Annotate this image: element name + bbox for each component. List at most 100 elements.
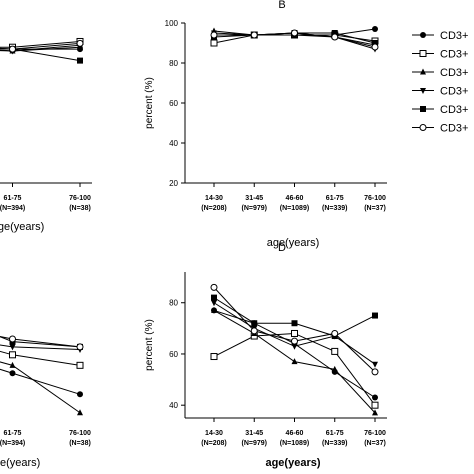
data-point (9, 361, 16, 368)
x-tick-count: (N=37) (364, 205, 386, 212)
legend-marker (419, 124, 427, 131)
y-axis-label: percent (%) (144, 319, 155, 371)
y-tick-label: 40 (169, 401, 178, 410)
legend-marker (420, 88, 426, 94)
data-point (291, 343, 298, 350)
data-point (211, 300, 217, 307)
x-tick-label: 61-75 (4, 195, 22, 202)
data-point (9, 370, 16, 377)
x-tick-count: (N=979) (242, 205, 267, 212)
y-axis-label: percent (%) (144, 77, 155, 129)
x-tick-count: (N=1089) (280, 440, 309, 447)
x-tick-label: 46-60 (286, 195, 304, 202)
legend-item: CD3+ (412, 49, 468, 61)
data-point (77, 391, 83, 398)
x-tick-count: (N=394) (0, 205, 25, 212)
data-point (291, 337, 298, 345)
x-tick-count: (N=339) (322, 205, 347, 212)
y-tick-label: 60 (169, 350, 178, 359)
data-point (291, 358, 298, 365)
x-tick-count: (N=1089) (280, 205, 309, 212)
legend-label: CD3+ (440, 86, 468, 98)
legend-marker (420, 68, 426, 75)
data-point (372, 40, 378, 46)
x-tick-count: (N=37) (364, 440, 386, 447)
x-axis-label: age(years) (0, 457, 40, 469)
data-point (9, 344, 16, 351)
data-point (331, 33, 339, 41)
data-point (211, 294, 217, 301)
data-point (211, 306, 217, 313)
data-point (210, 31, 218, 39)
data-point (371, 43, 379, 51)
data-point (9, 335, 16, 343)
x-tick-count: (N=394) (0, 440, 25, 447)
legend-marker (420, 32, 426, 38)
legend: CD3+ CD3+ CD3+ CD3+ CD3+ CD3+ (412, 30, 468, 135)
x-axis-label: age(years) (265, 457, 320, 469)
legend-label: CD3+ (440, 67, 468, 79)
chart-panel-0: 46-60(N=1638)61-75(N=394)76-100(N=38)age… (0, 37, 92, 233)
data-point (76, 39, 84, 47)
y-tick-label: 80 (169, 59, 178, 68)
data-point (331, 365, 338, 372)
legend-marker (419, 50, 427, 57)
data-point (76, 343, 84, 351)
legend-item: CD3+ (412, 67, 468, 79)
data-point (210, 283, 218, 291)
y-tick-label: 80 (169, 299, 178, 308)
x-tick-label: 76-100 (69, 195, 91, 202)
data-point (77, 57, 83, 64)
legend-item: CD3+ (412, 86, 468, 98)
data-point (371, 368, 379, 376)
data-point (291, 29, 298, 37)
data-point (250, 31, 258, 39)
x-tick-label: 76-100 (69, 430, 91, 437)
x-tick-label: 31-45 (245, 195, 263, 202)
legend-marker (420, 106, 426, 112)
x-tick-label: 61-75 (326, 195, 344, 202)
data-point (372, 361, 378, 368)
y-tick-label: 40 (169, 139, 178, 148)
data-point (9, 45, 16, 53)
legend-label: CD3+ (440, 49, 468, 61)
legend-item: CD3+ (412, 104, 468, 116)
y-tick-label: 60 (169, 99, 178, 108)
x-axis-label: age(years) (0, 221, 44, 233)
data-point (372, 26, 378, 32)
data-point (371, 401, 379, 409)
data-point (77, 409, 83, 416)
data-point (210, 39, 218, 47)
data-point (291, 329, 298, 337)
y-tick-label: 20 (169, 179, 178, 188)
x-axis-label: age(years) (267, 237, 320, 249)
x-tick-label: 61-75 (4, 430, 22, 437)
data-point (331, 347, 339, 355)
panel-letter: B (278, 0, 285, 11)
legend-label: CD3+ (440, 104, 468, 116)
legend-label: CD3+ (440, 30, 468, 42)
data-point (9, 351, 16, 359)
x-tick-count: (N=38) (69, 205, 91, 212)
x-tick-label: 76-100 (364, 430, 386, 437)
chart-panel-3: 40 60 80 14-30 (N=208) 31-45 (N=979) 46-60 (N=10… (144, 242, 387, 469)
data-point (372, 409, 378, 416)
chart-panel-2: 46-60(N=1638)61-75(N=394)76-100(N=38)age… (0, 335, 91, 469)
legend-item: CD3+ (412, 30, 468, 42)
data-point (372, 312, 378, 319)
x-tick-count: (N=339) (322, 440, 347, 447)
x-tick-label: 46-60 (286, 430, 304, 437)
x-tick-count: (N=979) (242, 440, 267, 447)
data-point (251, 320, 258, 327)
data-point (76, 361, 84, 369)
data-point (210, 353, 218, 361)
data-point (250, 327, 258, 335)
x-tick-count: (N=38) (69, 440, 91, 447)
data-point (331, 329, 339, 337)
y-tick-label: 100 (165, 19, 179, 28)
panel-letter: D (278, 242, 286, 254)
data-point (331, 30, 338, 36)
x-tick-label: 61-75 (326, 430, 344, 437)
chart-panel-1: 20 40 60 80 100 14-30 (N=208) 31-45 (N=979) 46-60… (144, 0, 387, 249)
